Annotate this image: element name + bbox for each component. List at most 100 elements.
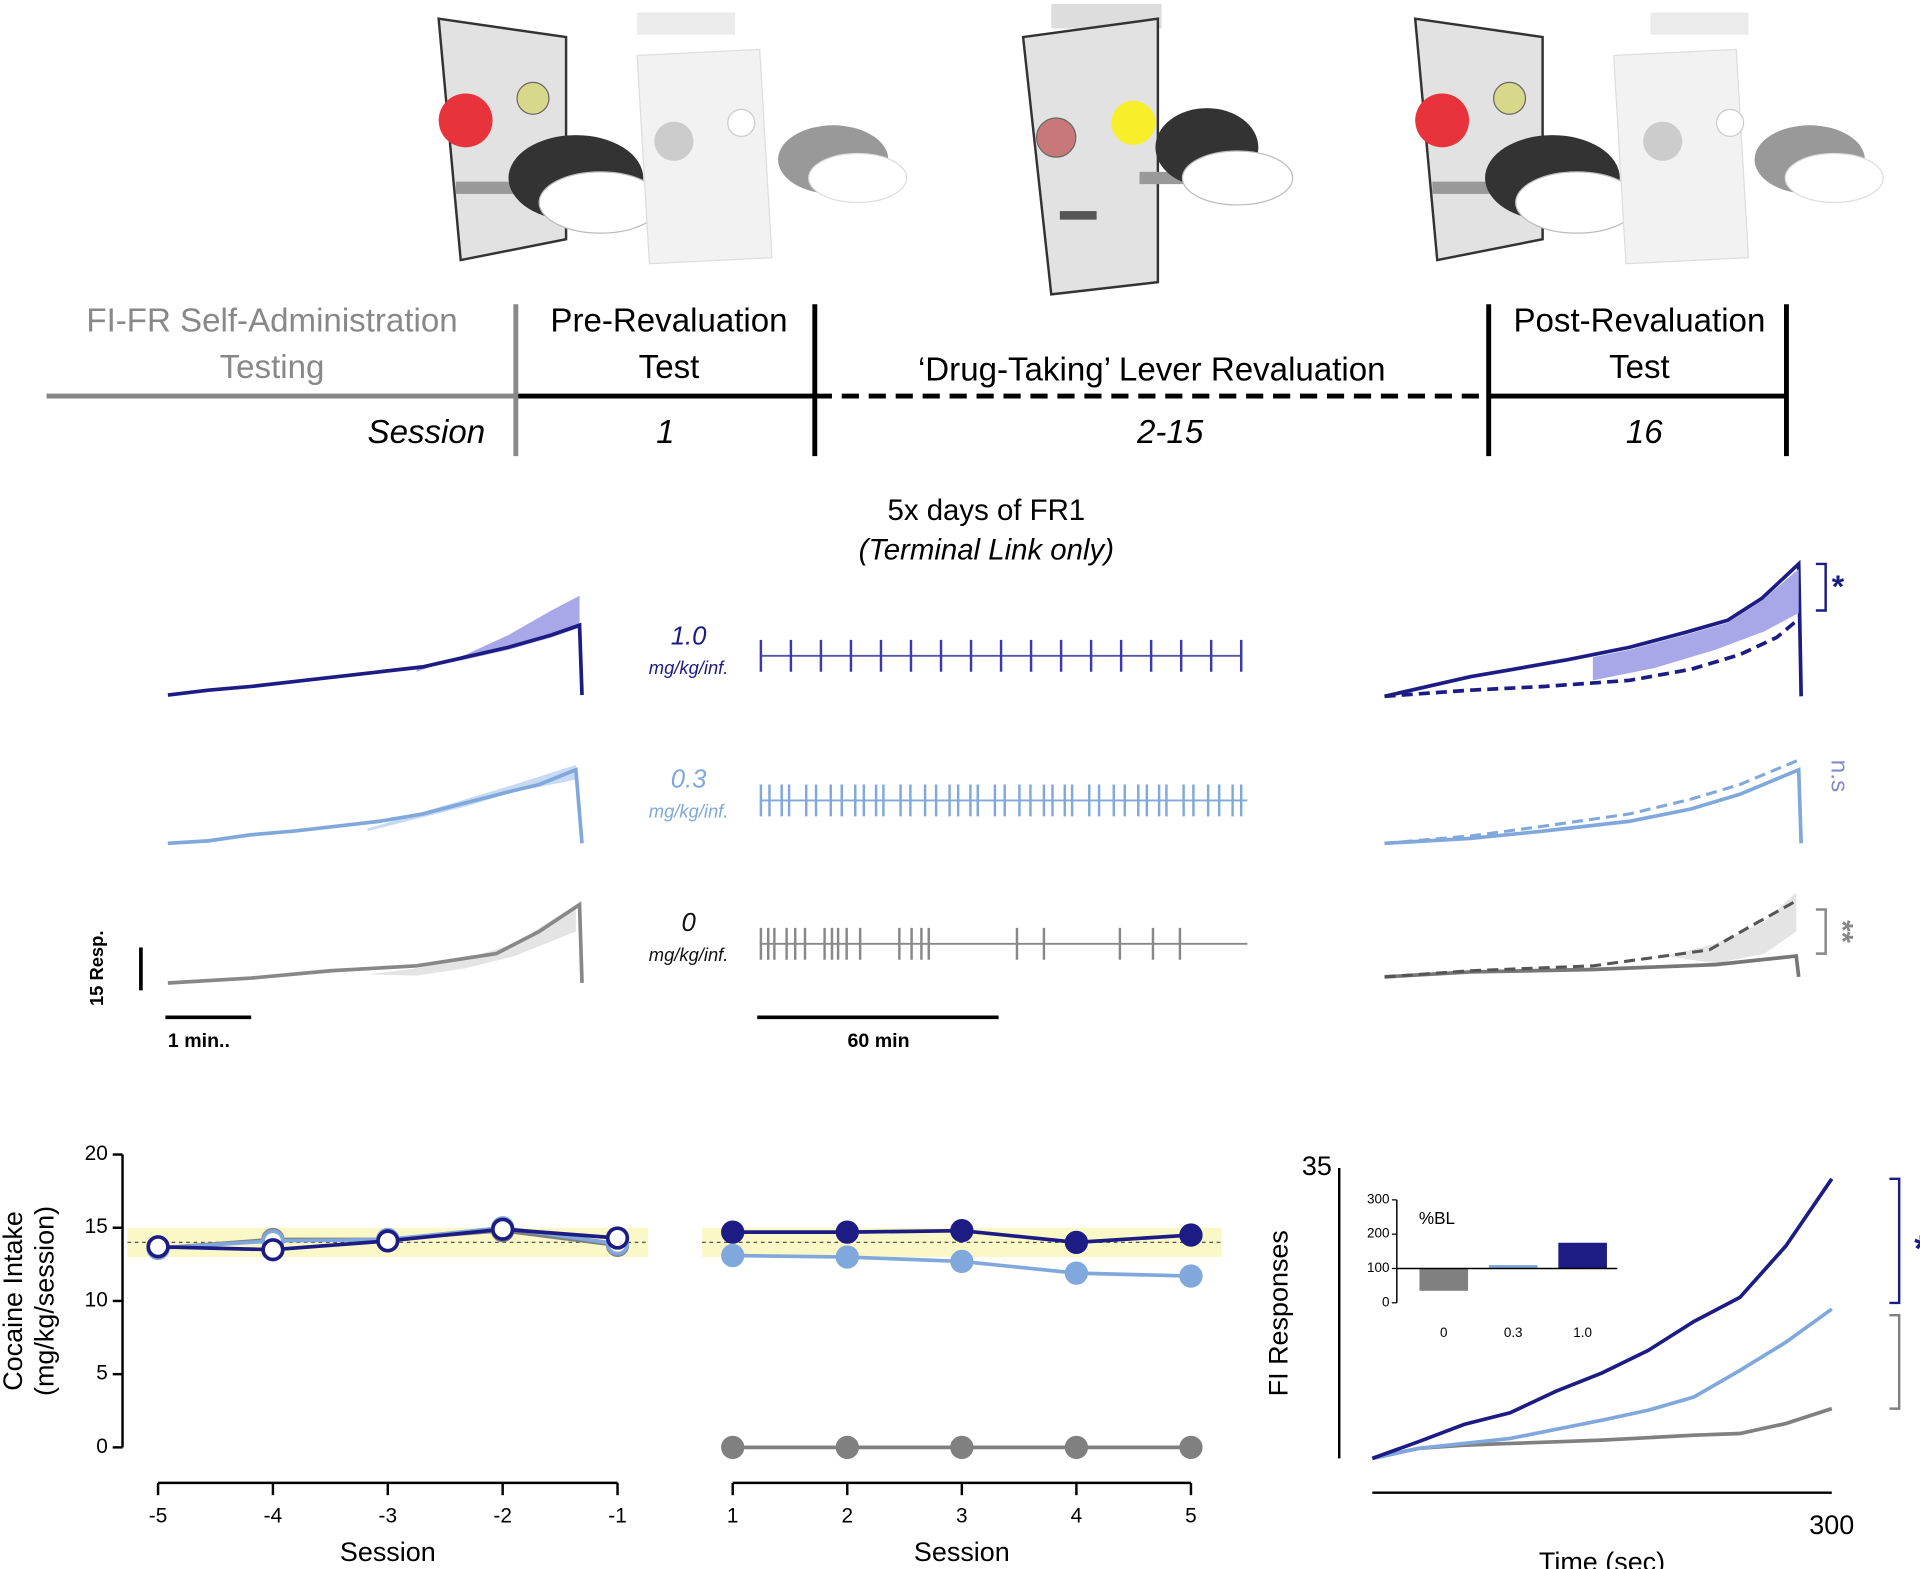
y-tick-label: 5 (96, 1362, 108, 1385)
chamber (1415, 93, 1470, 148)
example-traces (367, 764, 576, 832)
series-line (1371, 1177, 1834, 1461)
marker (721, 1435, 745, 1460)
chamber (636, 48, 773, 265)
marker (1064, 1230, 1089, 1255)
example-traces (1666, 892, 1797, 964)
stage-label: Test (639, 349, 700, 386)
example-traces (416, 595, 580, 672)
marker (1179, 1264, 1203, 1288)
x-tick-label: -2 (493, 1505, 512, 1528)
marker (1064, 1435, 1089, 1460)
x-tick-label: 3 (956, 1505, 968, 1528)
stage-label: Testing (220, 349, 325, 386)
chamber (1613, 48, 1750, 265)
chamber (727, 108, 756, 137)
y-tick-label: 100 (1367, 1260, 1389, 1275)
chamber (1515, 171, 1639, 234)
y-axis-label: FI Responses (1264, 1230, 1294, 1396)
marker (721, 1243, 745, 1268)
chamber (1432, 181, 1494, 194)
bar (1419, 1268, 1469, 1291)
illustrations (437, 4, 1884, 296)
example-traces (1815, 562, 1827, 612)
significance: * (1914, 1228, 1920, 1269)
x-axis-label: Session (914, 1537, 1010, 1567)
example-traces (167, 901, 584, 985)
y-tick-label: 200 (1367, 1226, 1389, 1241)
y-axis-label: (mg/kg/session) (30, 1206, 60, 1396)
x-tick-label: -1 (608, 1505, 627, 1528)
chamber (438, 93, 493, 148)
dose-value: 1.0 (671, 622, 707, 650)
significance: ** (1826, 920, 1859, 943)
chamber (516, 81, 550, 115)
series-line (1371, 1307, 1833, 1461)
chamber (1021, 17, 1160, 296)
example-traces (167, 622, 584, 697)
chart-title: %BL (1419, 1208, 1455, 1228)
stage-label: Post-Revaluation (1513, 302, 1765, 339)
example-traces (1384, 767, 1803, 846)
example-traces (1384, 899, 1797, 979)
chamber (437, 12, 908, 265)
x-tick-label: 1 (727, 1505, 739, 1528)
example-traces (367, 904, 576, 976)
session-number: 1 (656, 414, 674, 451)
scale-label: 1 min.. (168, 1030, 230, 1052)
x-tick-label: -3 (379, 1505, 398, 1528)
chamber (1059, 211, 1097, 220)
x-axis-label: Time (sec) (1539, 1547, 1665, 1569)
significance-bracket (1889, 1177, 1901, 1305)
significance: n.s (1825, 760, 1852, 793)
example-traces (1384, 617, 1800, 699)
x-tick-label: -5 (149, 1505, 168, 1528)
marker (721, 1220, 745, 1244)
chamber (1181, 150, 1294, 206)
stage-label: Pre-Revaluation (550, 302, 787, 339)
chamber (637, 12, 736, 35)
y-axis-label: Cocaine Intake (0, 1211, 28, 1391)
scale-label: 60 min (847, 1030, 909, 1052)
session-number: 2-15 (1136, 414, 1204, 451)
significance-bracket (1889, 1313, 1901, 1410)
y-tick-label: 20 (85, 1142, 108, 1165)
dose-unit: mg/kg/inf. (649, 944, 729, 965)
significance: * (1832, 568, 1845, 604)
significance: ** (1904, 1345, 1920, 1372)
bar (1558, 1242, 1607, 1269)
marker (835, 1220, 859, 1244)
chamber (808, 152, 908, 204)
stage-label: ‘Drug-Taking’ Lever Revaluation (918, 351, 1386, 388)
bar (1488, 1265, 1538, 1269)
revaluation-subtitle: (Terminal Link only) (859, 533, 1114, 566)
chamber (538, 171, 663, 234)
x-tick-label: 4 (1071, 1505, 1083, 1528)
chamber (1643, 121, 1683, 161)
marker (835, 1245, 859, 1269)
y-tick-label: 10 (85, 1288, 108, 1311)
y-tick-label: 300 (1367, 1191, 1389, 1206)
chamber (654, 121, 694, 161)
chamber (1413, 12, 1884, 265)
x-tick-label: 2 (841, 1505, 853, 1528)
chamber (1784, 152, 1884, 204)
chamber (1715, 108, 1745, 137)
marker (146, 1235, 170, 1259)
scale-label: 15 Resp. (86, 931, 107, 1007)
marker (950, 1249, 974, 1274)
session-number: 16 (1626, 414, 1663, 451)
x-tick-label: 1.0 (1573, 1325, 1592, 1340)
x-tick-label: 0.3 (1504, 1325, 1523, 1340)
marker (605, 1226, 630, 1250)
marker (261, 1238, 285, 1262)
example-traces (167, 767, 584, 846)
chamber (1111, 100, 1156, 145)
session-label: Session (368, 414, 486, 451)
marker (491, 1217, 515, 1241)
y-tick-label: 0 (96, 1435, 108, 1458)
x-tick-label: 5 (1185, 1505, 1197, 1528)
marker (950, 1435, 974, 1460)
revaluation-title: 5x days of FR1 (888, 494, 1086, 527)
